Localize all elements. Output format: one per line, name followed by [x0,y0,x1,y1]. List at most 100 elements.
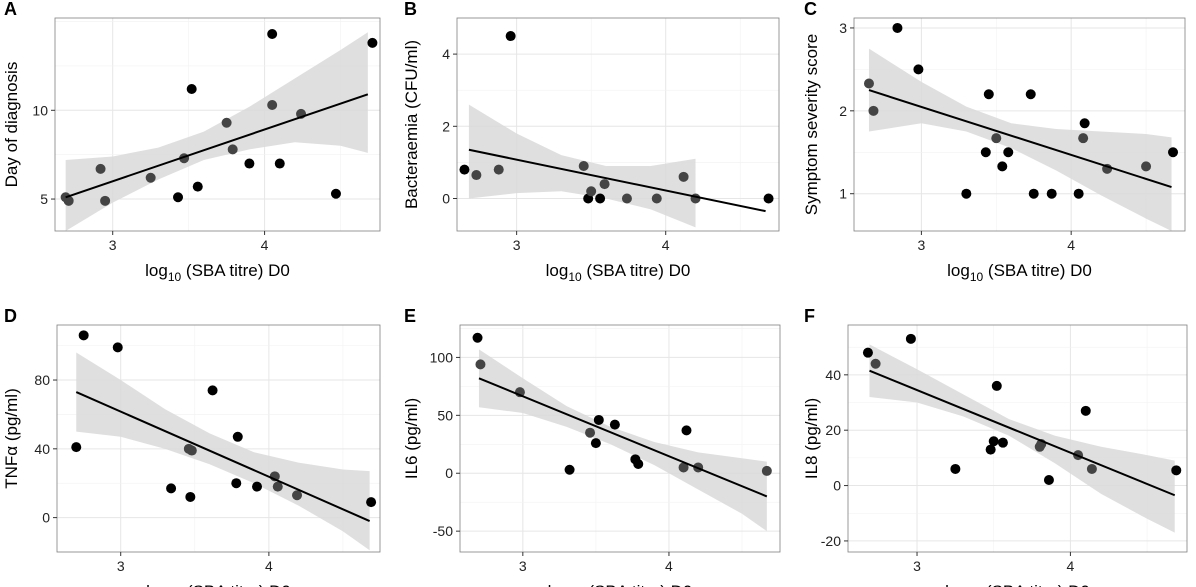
panel-d-point [71,442,82,453]
panel-e-y-axis-title: IL6 (pg/ml) [402,398,421,479]
panel-f-x-axis-title: log10 (SBA titre) D0 [945,582,1090,587]
panel-d-point [166,483,177,494]
panel-a-point [274,158,285,169]
panel-a-point [173,192,184,203]
panel-f-point [991,380,1002,391]
x-axis-title-subscript: 10 [970,270,984,284]
panel-a-point [145,172,156,183]
panel-c-y-axis-title: Symptom severity score [802,34,821,215]
panel-b-x-tick-label: 3 [513,237,521,253]
panel-a-point [330,188,341,199]
panel-e-point [472,332,483,343]
panel-b-point [586,186,597,197]
panel-c-point [1025,89,1036,100]
panel-b-point [763,193,774,204]
panel-a-plot-area [54,17,381,232]
panel-e-label: E [404,306,416,326]
x-axis-title-rest: (SBA titre) D0 [584,582,693,587]
panel-e-point [678,462,689,473]
panel-d-point [366,497,377,508]
x-axis-title-rest: (SBA titre) D0 [181,261,290,280]
panel-f-point [905,333,916,344]
panel-c-point [997,161,1008,172]
panel-c-confidence-band [868,48,1172,231]
panel-c-point [1079,118,1090,129]
panel-a-confidence-band [65,32,368,231]
panel-e-point [761,465,772,476]
panel-f-regression-line [869,369,1176,497]
panel-b-plot-area [456,17,780,232]
panel-d-point [186,445,197,456]
panel-f-chart: 3 4 -20 0 20 40 log10 (SBA titre) D0 IL8 (pg/ml… [802,306,1188,587]
panel-c-point [863,78,874,89]
panel-f-plot-area [847,324,1188,553]
x-axis-title-log: log [546,261,569,280]
x-axis-title-subscript: 10 [168,270,182,284]
x-axis-title-subscript: 10 [568,270,582,284]
panel-c-point [1073,188,1084,199]
panel-d-point [185,491,196,502]
panel-c-point [983,89,994,100]
panel-a-point [227,144,238,155]
panel-d-point [112,342,123,353]
panel-f-x-tick-label: 3 [913,558,921,574]
panel-d-y-axis-title: TNFα (pg/ml) [2,388,21,489]
panel-b-x-tick-label: 4 [662,237,670,253]
x-axis-title-rest: (SBA titre) D0 [182,582,291,587]
panel-a-y-tick-label: 10 [32,102,48,118]
panel-a-point [267,99,278,110]
panel-e-plot-area [459,324,781,553]
panel-e-x-tick-label: 3 [519,558,527,574]
panel-a-point [100,195,111,206]
panel-a-x-axis-title: log10 (SBA titre) D0 [145,261,290,284]
panel-c-y-tick-label: 1 [839,186,847,202]
panel-d-confidence-band [76,352,370,551]
panel-e-point [593,414,604,425]
panel-c-point [961,188,972,199]
panel-b-x-axis-title: log10 (SBA titre) D0 [546,261,691,284]
panel-b-point [471,170,482,181]
panel-e-y-tick-label: 50 [437,407,453,423]
panel-d-point [272,481,283,492]
panel-a-x-tick-label: 3 [109,237,117,253]
panel-c-x-axis-title: log10 (SBA titre) D0 [947,261,1092,284]
panel-a-point [186,84,197,94]
x-axis-title-log: log [146,582,169,587]
panel-b-point [505,31,516,42]
panel-d-regression-line [75,391,371,522]
panel-c-point [980,147,991,158]
panel-d-y-tick-label: 0 [42,510,50,526]
panel-b-point [493,164,504,175]
panel-a-point [244,158,255,169]
panel-a-x-tick-label: 4 [261,237,269,253]
panel-c-point [991,133,1002,144]
panel-c-chart: 3 4 1 2 3 log10 (SBA titre) D0 Symptom severit… [802,0,1186,284]
panel-f-x-tick-label: 4 [1067,558,1075,574]
panel-c-point [892,22,903,33]
panel-c-point [1046,188,1057,199]
panel-c-label: C [804,0,817,19]
panel-c-point [913,64,924,75]
panel-c-point [1028,188,1039,199]
panel-c-x-tick-label: 3 [917,237,925,253]
panel-d-point [292,490,303,501]
panel-c-y-tick-label: 2 [839,103,847,119]
panel-e-x-axis-title: log10 (SBA titre) D0 [548,582,693,587]
panel-c-plot-area [853,17,1186,232]
panel-e-y-tick-label: 0 [445,465,453,481]
panel-f-y-tick-label: 0 [833,478,841,494]
panel-b-y-axis-title: Bacteraemia (CFU/ml) [402,40,421,209]
panel-f-y-tick-label: 20 [825,422,841,438]
panel-e-y-tick-label: -50 [433,523,453,539]
panel-f-point [870,358,881,369]
panel-f-point [988,436,999,447]
panel-e-point [609,419,620,430]
panel-e-confidence-band [478,349,767,532]
panel-a-regression-line [65,93,369,199]
x-axis-title-rest: (SBA titre) D0 [582,261,691,280]
panel-b-point [595,193,606,204]
panel-b-point [599,179,610,190]
panel-d-y-tick-label: 40 [34,441,50,457]
panel-e-point [585,427,596,438]
panel-e-point [681,425,692,436]
